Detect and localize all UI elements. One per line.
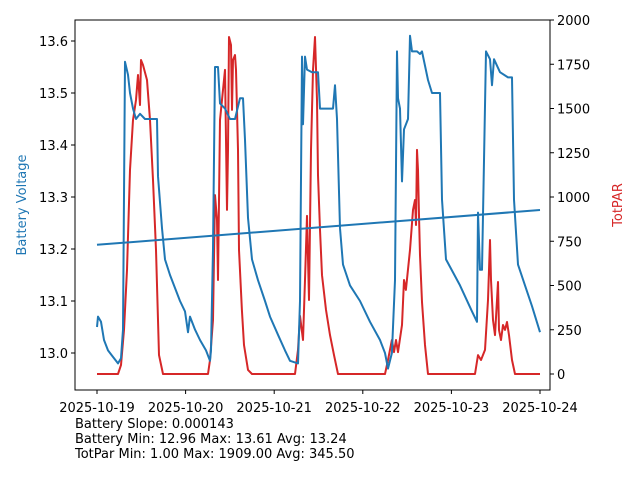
right-y-tick-label: 0 [557,368,565,383]
left-y-axis: 13.0 13.1 13.2 13.3 13.4 13.5 13.6 [39,35,75,362]
left-y-tick-label: 13.2 [39,243,68,258]
battery-stats-text: Battery Min: 12.96 Max: 13.61 Avg: 13.24 [75,432,347,447]
left-y-tick-label: 13.1 [39,295,68,310]
series-layer [96,34,541,375]
x-tick-label: 2025-10-23 [414,401,490,416]
left-y-tick-label: 13.6 [39,35,68,50]
right-y-tick-label: 500 [557,280,582,295]
series-line-totpar [97,36,540,375]
right-y-tick-label: 1500 [557,103,590,118]
right-y-axis: 0 250 500 750 1000 1250 1500 1750 2000 [550,14,590,383]
x-tick-label: 2025-10-20 [148,401,224,416]
right-y-tick-label: 1750 [557,58,590,73]
plot-frame [74,19,551,391]
stats-annotations: Battery Slope: 0.000143 Battery Min: 12.… [75,417,355,462]
left-y-tick-label: 13.3 [39,191,68,206]
x-axis: 2025-10-19 2025-10-20 2025-10-21 2025-10-22… [59,390,578,416]
battery-slope-text: Battery Slope: 0.000143 [75,417,234,432]
series-line-battery-voltage [96,34,541,370]
left-axis-label: Battery Voltage [15,154,30,255]
right-y-tick-label: 1000 [557,191,590,206]
series-line-battery-trend [96,209,541,246]
left-y-tick-label: 13.4 [39,139,68,154]
x-tick-label: 2025-10-24 [502,401,578,416]
right-y-tick-label: 2000 [557,14,590,29]
x-tick-label: 2025-10-22 [325,401,401,416]
x-tick-label: 2025-10-21 [236,401,312,416]
par-stats-text: TotPar Min: 1.00 Max: 1909.00 Avg: 345.5… [75,447,355,462]
right-axis-label: TotPAR [611,183,626,228]
x-tick-label: 2025-10-19 [59,401,135,416]
left-y-tick-label: 13.0 [39,347,68,362]
right-y-tick-label: 750 [557,235,582,250]
right-y-tick-label: 250 [557,324,582,339]
right-y-tick-label: 1250 [557,147,590,162]
left-y-tick-label: 13.5 [39,87,68,102]
